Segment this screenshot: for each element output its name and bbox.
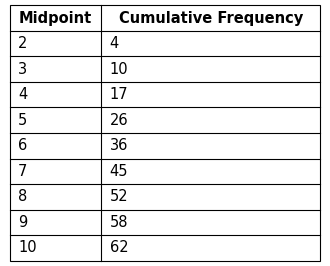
Text: 10: 10 — [110, 62, 128, 77]
Text: 3: 3 — [18, 62, 27, 77]
Text: 8: 8 — [18, 189, 27, 204]
Text: 4: 4 — [110, 36, 119, 51]
Text: 62: 62 — [110, 240, 128, 255]
Text: 7: 7 — [18, 164, 27, 179]
Text: 9: 9 — [18, 215, 27, 230]
Text: Midpoint: Midpoint — [19, 11, 92, 26]
Text: 2: 2 — [18, 36, 27, 51]
Text: 6: 6 — [18, 138, 27, 153]
Text: 26: 26 — [110, 113, 128, 128]
Text: 58: 58 — [110, 215, 128, 230]
Text: 36: 36 — [110, 138, 128, 153]
Text: 45: 45 — [110, 164, 128, 179]
Text: 4: 4 — [18, 87, 27, 102]
Text: 17: 17 — [110, 87, 128, 102]
Text: Cumulative Frequency: Cumulative Frequency — [118, 11, 303, 26]
Text: 10: 10 — [18, 240, 37, 255]
Text: 5: 5 — [18, 113, 27, 128]
Text: 52: 52 — [110, 189, 128, 204]
